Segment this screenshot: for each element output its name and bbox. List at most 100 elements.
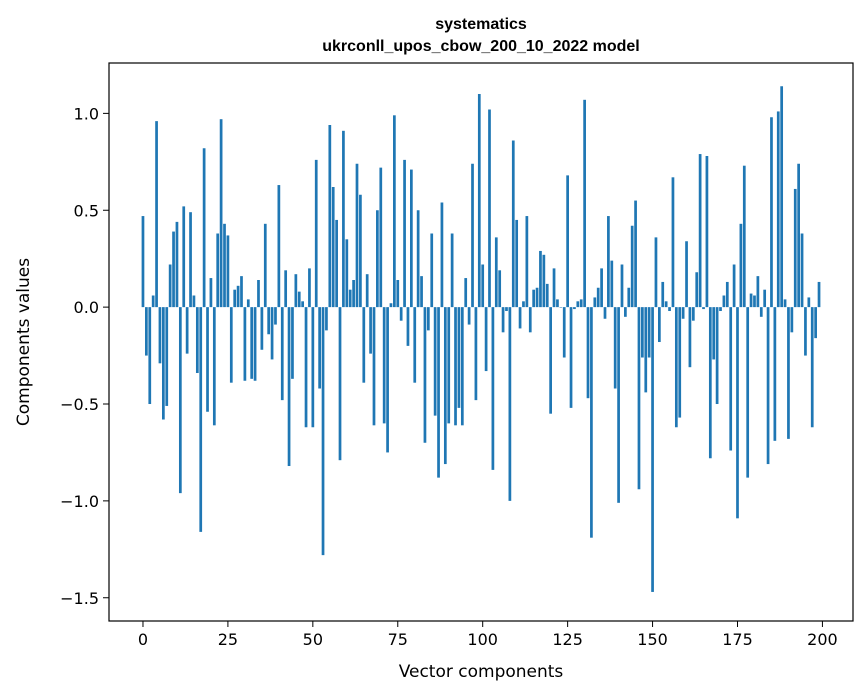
bar-74 <box>393 115 396 308</box>
bar-87 <box>437 307 440 478</box>
bar-23 <box>219 119 223 308</box>
bar-85 <box>430 233 434 308</box>
bar-28 <box>236 285 240 308</box>
x-tick-label: 125 <box>552 630 583 649</box>
bar-50 <box>311 307 315 428</box>
bar-19 <box>206 307 209 412</box>
bar-171 <box>722 295 726 308</box>
bar-182 <box>759 307 763 317</box>
bar-71 <box>382 307 386 424</box>
y-tick-label: 0.5 <box>74 201 99 220</box>
bar-135 <box>600 268 603 308</box>
bar-100 <box>481 264 485 308</box>
bar-45 <box>294 274 298 308</box>
bar-32 <box>250 307 254 379</box>
bar-167 <box>708 307 712 459</box>
bar-193 <box>797 163 800 308</box>
bar-37 <box>267 307 271 335</box>
bar-80 <box>413 307 417 383</box>
bar-133 <box>593 297 597 308</box>
bar-73 <box>389 303 393 308</box>
chart-title: systematics <box>435 16 527 33</box>
bar-175 <box>736 307 739 519</box>
bar-15 <box>192 295 196 308</box>
bar-61 <box>348 289 352 308</box>
bar-30 <box>243 307 247 381</box>
x-tick-label: 175 <box>722 630 753 649</box>
bar-116 <box>535 287 539 308</box>
bar-67 <box>369 307 372 354</box>
bar-48 <box>304 307 308 428</box>
bar-70 <box>379 167 383 308</box>
bar-11 <box>178 307 182 494</box>
bar-43 <box>287 307 291 467</box>
bar-188 <box>780 86 784 308</box>
bar-122 <box>556 299 559 308</box>
bar-164 <box>698 154 702 308</box>
bar-136 <box>603 307 607 319</box>
bar-151 <box>654 237 658 308</box>
bar-187 <box>776 111 780 308</box>
bar-59 <box>342 130 345 308</box>
bar-38 <box>270 307 274 360</box>
bar-111 <box>518 307 522 329</box>
bar-186 <box>773 307 777 441</box>
bar-161 <box>688 307 692 368</box>
bar-51 <box>314 159 318 308</box>
bar-130 <box>583 99 586 308</box>
plot-background <box>109 63 853 621</box>
bar-49 <box>308 268 311 308</box>
bar-97 <box>471 163 474 308</box>
bar-82 <box>420 276 423 308</box>
bar-185 <box>770 117 773 308</box>
bar-142 <box>624 307 627 317</box>
bar-53 <box>321 307 325 556</box>
bar-93 <box>457 307 461 408</box>
bar-196 <box>807 297 811 308</box>
bar-55 <box>328 125 332 308</box>
bar-181 <box>756 276 760 308</box>
bar-29 <box>240 276 243 308</box>
bar-137 <box>607 216 610 308</box>
bar-166 <box>705 156 709 308</box>
bar-64 <box>359 194 362 308</box>
bar-106 <box>501 307 505 333</box>
bar-83 <box>423 307 427 443</box>
bar-79 <box>410 169 413 308</box>
bar-42 <box>284 270 288 308</box>
bar-173 <box>729 307 733 451</box>
bar-168 <box>712 307 716 360</box>
x-tick-label: 100 <box>467 630 498 649</box>
bar-159 <box>681 307 685 319</box>
bar-92 <box>454 307 457 426</box>
bar-81 <box>416 210 420 308</box>
bar-198 <box>814 307 817 339</box>
bar-144 <box>630 225 634 308</box>
y-tick-label: −1.0 <box>60 492 99 511</box>
bar-192 <box>793 188 797 308</box>
bar-102 <box>488 109 491 308</box>
bar-58 <box>338 307 342 461</box>
bar-31 <box>246 299 250 308</box>
bar-153 <box>661 281 665 308</box>
bar-8 <box>168 264 172 308</box>
bar-89 <box>443 307 447 465</box>
bar-72 <box>386 307 389 453</box>
bar-36 <box>263 223 267 308</box>
bar-40 <box>277 185 281 308</box>
bar-86 <box>433 307 437 416</box>
bar-3 <box>151 295 155 308</box>
bar-108 <box>508 307 512 501</box>
bar-78 <box>406 307 410 346</box>
bar-156 <box>671 177 675 308</box>
x-tick-label: 150 <box>637 630 668 649</box>
bar-118 <box>542 254 546 308</box>
x-tick-label: 25 <box>218 630 238 649</box>
bar-194 <box>800 233 804 308</box>
bar-132 <box>590 307 593 538</box>
bar-178 <box>746 307 750 478</box>
bar-26 <box>229 307 233 383</box>
bar-96 <box>467 307 471 325</box>
bar-95 <box>464 278 468 308</box>
